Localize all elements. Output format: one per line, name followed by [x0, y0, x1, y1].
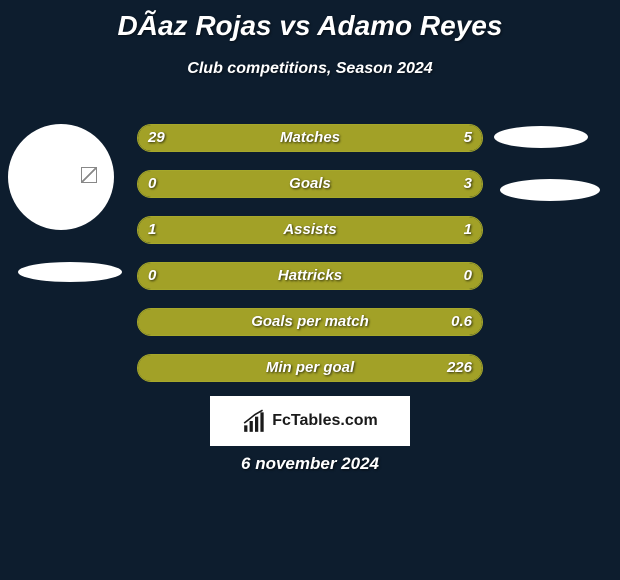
stat-row: 0Goals3	[137, 170, 483, 198]
stat-row: Goals per match0.6	[137, 308, 483, 336]
stat-label: Matches	[138, 125, 482, 151]
stat-label: Goals per match	[138, 309, 482, 335]
player-left-avatar	[8, 124, 114, 230]
stat-value-right: 0	[464, 263, 472, 289]
title: DÃ­az Rojas vs Adamo Reyes	[0, 0, 620, 42]
stats-container: 29Matches50Goals31Assists10Hattricks0Goa…	[137, 124, 483, 400]
player-right-shadow-1	[494, 126, 588, 148]
stat-row: 29Matches5	[137, 124, 483, 152]
stat-value-right: 5	[464, 125, 472, 151]
stat-value-right: 1	[464, 217, 472, 243]
player-left-shadow	[18, 262, 122, 282]
placeholder-icon	[81, 167, 97, 183]
stat-row: 0Hattricks0	[137, 262, 483, 290]
player-right-shadow-2	[500, 179, 600, 201]
stat-value-right: 3	[464, 171, 472, 197]
stat-label: Assists	[138, 217, 482, 243]
subtitle: Club competitions, Season 2024	[0, 60, 620, 78]
stat-row: Min per goal226	[137, 354, 483, 382]
branding-text: FcTables.com	[272, 412, 378, 430]
stat-label: Hattricks	[138, 263, 482, 289]
branding-icon	[242, 408, 268, 434]
branding-box: FcTables.com	[210, 396, 410, 446]
date-text: 6 november 2024	[0, 454, 620, 474]
stat-label: Goals	[138, 171, 482, 197]
stat-value-right: 226	[447, 355, 472, 381]
stat-label: Min per goal	[138, 355, 482, 381]
stat-value-right: 0.6	[451, 309, 472, 335]
stat-row: 1Assists1	[137, 216, 483, 244]
